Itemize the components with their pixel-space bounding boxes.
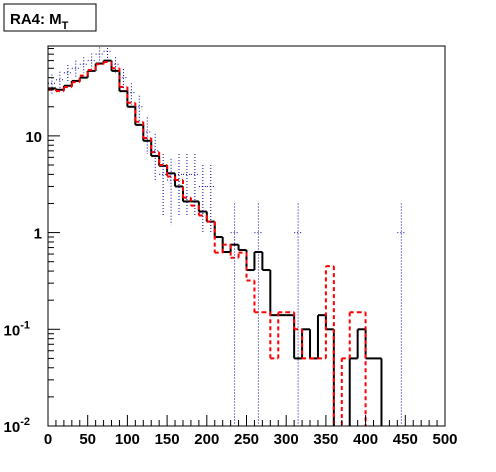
y-tick-exponent: -1 xyxy=(20,319,30,331)
title-main: RA4: M xyxy=(10,11,62,28)
x-tick-label: 150 xyxy=(155,431,180,448)
x-tick-label: 200 xyxy=(194,431,219,448)
x-tick-label: 50 xyxy=(79,431,96,448)
chart-title: RA4: MT xyxy=(10,11,69,32)
x-tick-label: 450 xyxy=(393,431,418,448)
y-tick-base: 10 xyxy=(4,419,21,436)
y-tick-exponent: -2 xyxy=(20,416,30,428)
y-tick-base: 10 xyxy=(4,322,21,339)
x-tick-label: 400 xyxy=(353,431,378,448)
x-tick-label: 250 xyxy=(234,431,259,448)
y-tick-label: 1 xyxy=(34,226,42,243)
y-tick-label: 10-2 xyxy=(4,416,30,436)
x-tick-label: 100 xyxy=(115,431,140,448)
title-box xyxy=(3,3,97,32)
x-tick-label: 350 xyxy=(313,431,338,448)
y-tick-label: 10 xyxy=(25,129,42,146)
plot-area xyxy=(48,46,406,426)
title-subscript: T xyxy=(62,20,69,32)
x-tick-label: 300 xyxy=(274,431,299,448)
y-tick-label: 10-1 xyxy=(4,319,30,339)
x-tick-label: 0 xyxy=(44,431,52,448)
x-tick-label: 500 xyxy=(432,431,457,448)
